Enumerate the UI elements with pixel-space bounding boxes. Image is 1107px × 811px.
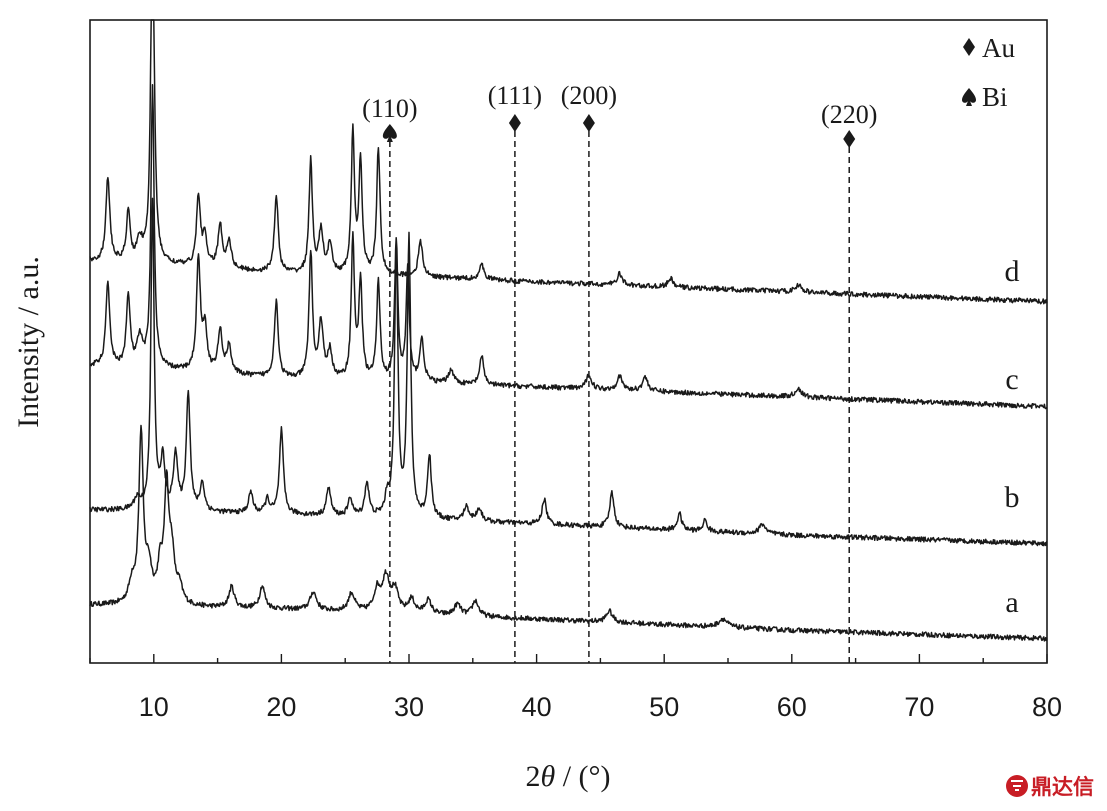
series-label-b: b: [1005, 481, 1020, 514]
x-axis-label: 2θ / (°): [525, 760, 610, 793]
spade-icon: [962, 88, 976, 106]
spade-icon: [382, 124, 397, 142]
x-tick-label: 80: [1032, 692, 1062, 722]
series-line-d: [89, 19, 1048, 305]
x-tick-label: 30: [394, 692, 424, 722]
x-tick-label: 50: [649, 692, 679, 722]
miller-index-label: (110): [362, 94, 417, 123]
x-tick-label: 70: [904, 692, 934, 722]
x-tick-label: 40: [522, 692, 552, 722]
x-tick-label: 20: [266, 692, 296, 722]
legend: Au Bi: [962, 33, 1015, 112]
diamond-icon: [843, 130, 856, 148]
diamond-icon: [582, 114, 595, 132]
series-label-c: c: [1005, 363, 1018, 396]
watermark-logo-mark: [1011, 780, 1023, 791]
plot-frame: [89, 19, 1048, 664]
reference-lines: (110) (111) (200) (220): [362, 81, 877, 663]
series-line-a: [89, 424, 1048, 642]
legend-label-bi: Bi: [982, 82, 1008, 112]
miller-index-label: (200): [561, 81, 617, 110]
x-axis-tick-labels: 10 20 30 40 50 60 70 80: [139, 692, 1062, 722]
legend-entry-bi: Bi: [962, 82, 1008, 112]
watermark: 鼎达信: [1006, 775, 1094, 799]
legend-label-au: Au: [982, 33, 1015, 63]
series-group: a b c d: [89, 19, 1048, 642]
y-axis-label: Intensity / a.u.: [12, 256, 45, 428]
diamond-icon: [508, 114, 521, 132]
miller-index-label: (111): [488, 81, 542, 110]
plot-area: [89, 19, 1048, 664]
series-line-b: [89, 197, 1048, 547]
series-label-a: a: [1005, 586, 1018, 619]
watermark-text: 鼎达信: [1031, 775, 1094, 799]
x-tick-label: 60: [777, 692, 807, 722]
legend-entry-au: Au: [963, 33, 1015, 63]
x-tick-label: 10: [139, 692, 169, 722]
series-label-d: d: [1005, 255, 1020, 288]
series-line-c: [89, 84, 1048, 410]
diamond-icon: [963, 38, 975, 56]
miller-index-label: (220): [821, 100, 877, 129]
x-axis-ticks: [89, 654, 1048, 663]
